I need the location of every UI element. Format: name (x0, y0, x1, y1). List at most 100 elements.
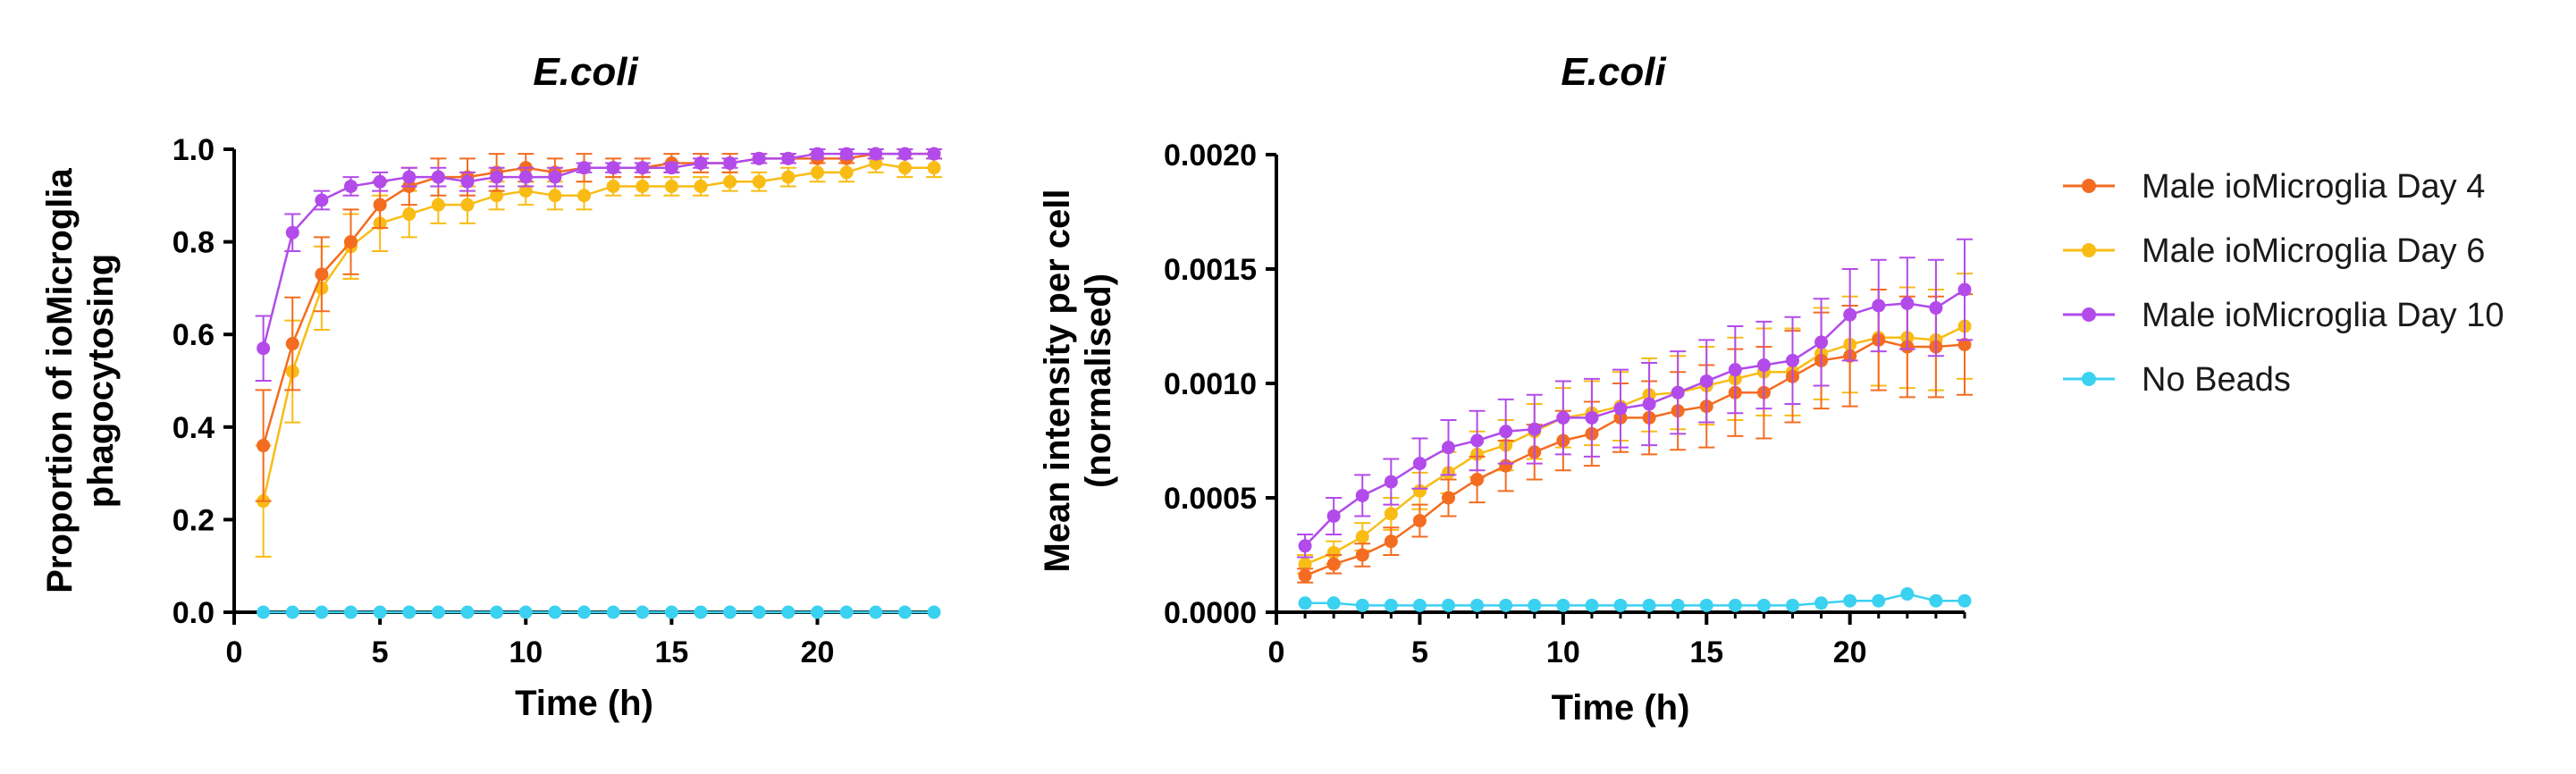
data-point (606, 161, 620, 175)
data-point (927, 161, 941, 175)
data-point (1326, 596, 1341, 610)
y-tick-label: 0.8 (173, 226, 215, 260)
data-point (1671, 598, 1685, 612)
data-point (1499, 598, 1513, 612)
data-point (694, 156, 708, 171)
data-point (927, 605, 941, 619)
data-point (315, 605, 329, 619)
data-point (1384, 475, 1398, 489)
y-tick-label: 1.0 (173, 133, 215, 167)
series-male-iomicroglia-day-10 (255, 147, 942, 382)
y-axis-label-line: Proportion of ioMicroglia (40, 167, 80, 593)
data-point (1355, 488, 1369, 502)
y-axis-label-line: Mean intensity per cell (1038, 189, 1077, 572)
data-point (1326, 509, 1341, 523)
data-point (577, 605, 591, 619)
data-point (1412, 598, 1427, 612)
data-point (257, 341, 271, 356)
data-point (1929, 593, 1943, 608)
data-point (1326, 557, 1341, 571)
data-point (1298, 539, 1312, 553)
data-point (752, 151, 766, 165)
data-point (1585, 598, 1599, 612)
data-point (1528, 598, 1542, 612)
series-line (262, 152, 934, 446)
data-point (636, 179, 650, 193)
data-point (897, 605, 912, 619)
data-point (344, 179, 358, 193)
data-point (402, 207, 417, 222)
data-point (1412, 457, 1427, 471)
data-point (927, 147, 941, 161)
data-point (897, 147, 912, 161)
data-point (1412, 484, 1427, 498)
data-point (869, 156, 883, 171)
x-tick-label: 10 (1546, 635, 1580, 669)
data-point (1613, 401, 1628, 416)
legend-label: No Beads (2142, 361, 2291, 399)
data-point (373, 174, 387, 189)
data-point (548, 170, 562, 184)
y-tick-label: 0.0015 (1164, 253, 1257, 287)
legend-label: Male ioMicroglia Day 4 (2142, 168, 2485, 206)
y-axis-label: Proportion of ioMicrogliaphagocytosing (40, 167, 121, 593)
y-axis-label: Mean intensity per cell(normalised) (1038, 189, 1118, 572)
series-male-iomicroglia-day-6 (255, 153, 942, 558)
data-point (606, 605, 620, 619)
data-point (257, 605, 271, 619)
data-point (723, 156, 737, 171)
data-point (460, 198, 475, 212)
data-point (373, 605, 387, 619)
data-point (781, 151, 796, 165)
data-point (1442, 441, 1455, 455)
data-point (781, 170, 796, 184)
data-point (1642, 598, 1656, 612)
data-point (1756, 598, 1771, 612)
data-point (1929, 301, 1943, 315)
data-point (1355, 530, 1369, 544)
data-point (1355, 548, 1369, 562)
data-point (723, 605, 737, 619)
y-tick-label: 0.0000 (1164, 596, 1257, 630)
data-point (490, 170, 504, 184)
data-point (1814, 335, 1829, 349)
data-point (431, 170, 445, 184)
data-point (1900, 587, 1915, 602)
data-point (1412, 514, 1427, 528)
legend: Male ioMicroglia Day 4 Male ioMicroglia D… (2063, 168, 2504, 399)
data-point (402, 170, 417, 184)
y-tick-label: 0.2 (173, 503, 215, 537)
data-point (315, 267, 329, 282)
data-point (1900, 296, 1915, 310)
data-point (548, 189, 562, 203)
data-point (1699, 374, 1713, 388)
x-axis-label: Time (h) (1552, 688, 1690, 728)
x-tick-label: 0 (226, 635, 243, 669)
data-point (1470, 598, 1485, 612)
series-no-beads (1298, 587, 1972, 612)
data-point (1957, 593, 1972, 608)
legend-swatch-marker (2082, 372, 2096, 386)
data-point (285, 225, 299, 240)
data-point (285, 337, 299, 351)
legend-swatch-marker (2082, 307, 2096, 322)
data-point (664, 179, 678, 193)
data-point (373, 198, 387, 212)
data-point (606, 179, 620, 193)
data-point (1872, 299, 1886, 313)
data-point (460, 605, 475, 619)
data-point (664, 161, 678, 175)
data-point (1499, 459, 1513, 473)
legend-swatch-marker (2082, 179, 2096, 193)
series-male-iomicroglia-day-10 (1297, 238, 1973, 559)
legend-label: Male ioMicroglia Day 10 (2142, 297, 2504, 334)
data-point (1699, 598, 1713, 612)
data-point (548, 605, 562, 619)
data-point (664, 605, 678, 619)
series-no-beads (257, 605, 941, 619)
data-point (460, 174, 475, 189)
x-tick-label: 5 (1411, 635, 1428, 669)
series-line (1305, 593, 1965, 607)
data-point (1556, 410, 1570, 425)
